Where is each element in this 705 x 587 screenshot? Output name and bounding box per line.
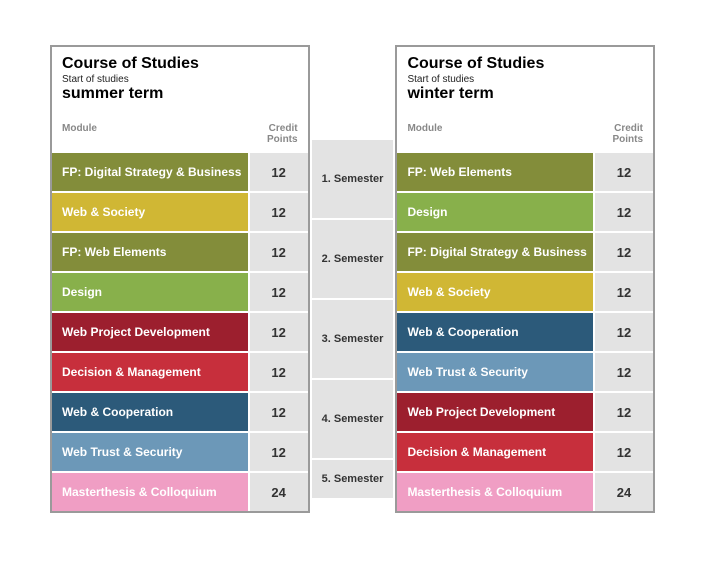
module-name: Web Trust & Security [52,433,248,471]
panel-subtitle: Start of studies [407,74,643,85]
panel-title: Course of Studies [62,55,298,73]
module-row: FP: Web Elements12 [397,151,653,191]
credit-points: 12 [593,393,653,431]
module-row: FP: Web Elements12 [52,231,308,271]
module-name: Web & Cooperation [52,393,248,431]
credit-points: 12 [248,313,308,351]
module-row: Web & Cooperation12 [52,391,308,431]
module-name: Web Trust & Security [397,353,593,391]
semester-label: 1. Semester [310,138,396,218]
module-name: FP: Web Elements [52,233,248,271]
credit-points: 24 [248,473,308,511]
panel-term: winter term [407,85,643,103]
module-row: Web & Society12 [397,271,653,311]
credit-points: 12 [248,153,308,191]
center-spacer [310,45,396,138]
credit-points: 24 [593,473,653,511]
module-name: Web Project Development [52,313,248,351]
module-row: Decision & Management12 [52,351,308,391]
module-row: Masterthesis & Colloquium24 [52,471,308,511]
semester-label: 5. Semester [310,458,396,498]
col-header-module: Module [407,123,583,145]
module-row: FP: Digital Strategy & Business12 [397,231,653,271]
module-name: Masterthesis & Colloquium [397,473,593,511]
panel-title: Course of Studies [407,55,643,73]
module-name: Design [397,193,593,231]
module-name: FP: Web Elements [397,153,593,191]
module-name: FP: Digital Strategy & Business [52,153,248,191]
semester-column: 1. Semester 2. Semester 3. Semester 4. S… [310,45,396,513]
module-row: Web Trust & Security12 [397,351,653,391]
credit-points: 12 [593,433,653,471]
rows-left: FP: Digital Strategy & Business12Web & S… [52,151,308,511]
module-name: Web & Cooperation [397,313,593,351]
credit-points: 12 [248,353,308,391]
semester-label: 2. Semester [310,218,396,298]
col-header-module: Module [62,123,238,145]
panel-summer: Course of Studies Start of studies summe… [50,45,310,513]
module-row: Design12 [397,191,653,231]
credit-points: 12 [248,393,308,431]
col-headers-right: Module Credit Points [397,109,653,151]
module-name: Design [52,273,248,311]
module-row: Web Trust & Security12 [52,431,308,471]
semester-label: 4. Semester [310,378,396,458]
module-row: Decision & Management12 [397,431,653,471]
col-headers-left: Module Credit Points [52,109,308,151]
module-row: FP: Digital Strategy & Business12 [52,151,308,191]
module-row: Design12 [52,271,308,311]
studies-container: Course of Studies Start of studies summe… [50,45,655,513]
module-row: Web & Cooperation12 [397,311,653,351]
credit-points: 12 [248,273,308,311]
rows-right: FP: Web Elements12Design12FP: Digital St… [397,151,653,511]
panel-header-left: Course of Studies Start of studies summe… [52,47,308,109]
semester-label: 3. Semester [310,298,396,378]
module-row: Web Project Development12 [52,311,308,351]
credit-points: 12 [248,433,308,471]
module-name: Web & Society [52,193,248,231]
credit-points: 12 [248,193,308,231]
module-row: Web Project Development12 [397,391,653,431]
module-name: Web & Society [397,273,593,311]
credit-points: 12 [593,153,653,191]
module-name: Decision & Management [52,353,248,391]
credit-points: 12 [248,233,308,271]
module-name: FP: Digital Strategy & Business [397,233,593,271]
credit-points: 12 [593,313,653,351]
module-name: Masterthesis & Colloquium [52,473,248,511]
module-name: Web Project Development [397,393,593,431]
col-header-cp: Credit Points [238,123,298,145]
panel-header-right: Course of Studies Start of studies winte… [397,47,653,109]
panel-subtitle: Start of studies [62,74,298,85]
module-row: Masterthesis & Colloquium24 [397,471,653,511]
module-row: Web & Society12 [52,191,308,231]
credit-points: 12 [593,233,653,271]
col-header-cp: Credit Points [583,123,643,145]
credit-points: 12 [593,273,653,311]
credit-points: 12 [593,353,653,391]
module-name: Decision & Management [397,433,593,471]
panel-term: summer term [62,85,298,103]
panel-winter: Course of Studies Start of studies winte… [395,45,655,513]
credit-points: 12 [593,193,653,231]
